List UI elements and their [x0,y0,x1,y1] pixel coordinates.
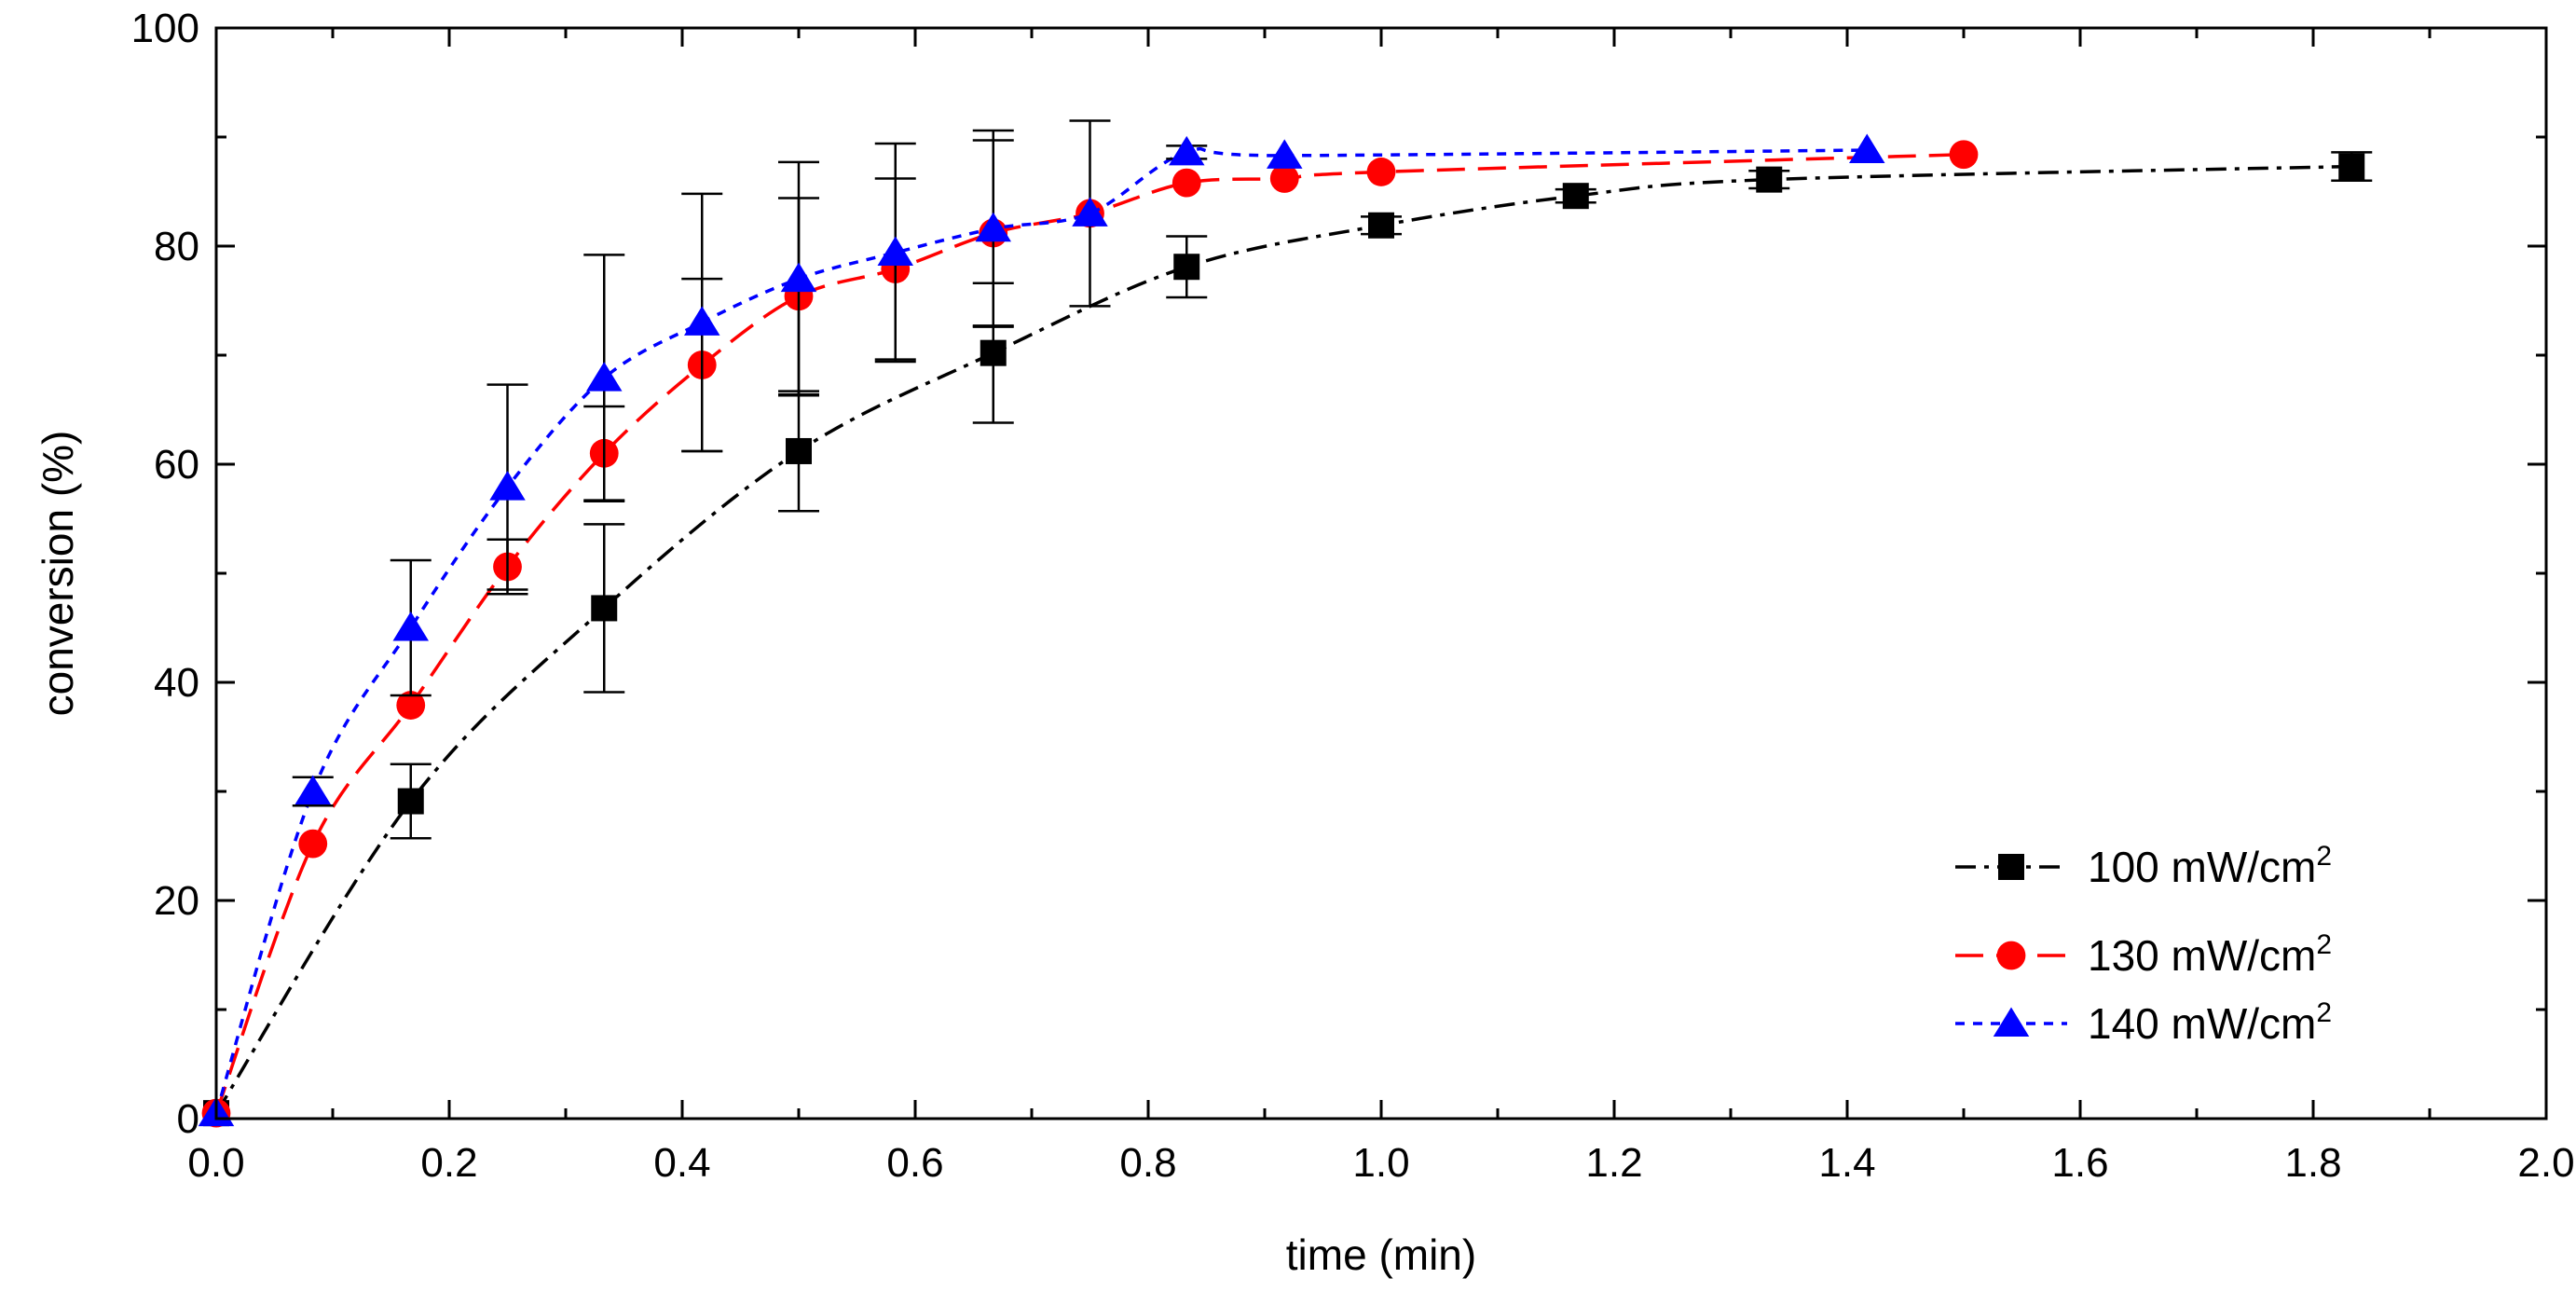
data-point [684,306,720,336]
data-point [975,212,1011,242]
x-tick-label: 0.6 [886,1140,943,1186]
data-point [397,788,424,815]
legend-item-3: 140 mW/cm2 [1955,997,2332,1048]
data-point [786,437,812,464]
legend-marker [1993,1007,2030,1037]
series-2 [201,139,1979,1128]
y-tick-label: 100 [131,6,199,51]
data-point [396,691,426,720]
data-point [295,775,331,804]
data-point [489,471,526,501]
data-point [2338,153,2365,180]
data-point [1368,212,1394,239]
x-tick-label: 1.4 [1818,1140,1875,1186]
data-point [392,612,429,641]
x-tick-label: 1.8 [2284,1140,2341,1186]
x-tick-label: 0.4 [653,1140,710,1186]
data-point [1172,168,1201,198]
x-tick-label: 0.0 [187,1140,244,1186]
y-tick-label: 40 [154,660,199,706]
data-point [1562,183,1589,210]
data-point [1849,133,1885,164]
x-tick-label: 1.0 [1352,1140,1409,1186]
data-point [1949,140,1979,170]
y-tick-label: 20 [154,878,199,924]
x-tick-label: 0.8 [1119,1140,1176,1186]
data-point [1169,135,1205,166]
data-point [1756,166,1783,193]
y-tick-label: 0 [177,1096,199,1142]
data-point [877,236,913,267]
y-tick-label: 80 [154,224,199,269]
legend-marker [1998,854,2024,880]
y-tick-label: 60 [154,442,199,488]
legend-label: 140 mW/cm2 [2088,997,2332,1048]
data-point [586,362,623,392]
x-tick-label: 1.2 [1585,1140,1642,1186]
data-point [1366,158,1396,186]
data-point [1269,164,1299,193]
legend-label: 100 mW/cm2 [2088,841,2332,891]
x-tick-label: 2.0 [2517,1140,2574,1186]
data-point [298,829,328,859]
data-point [1267,139,1303,169]
data-point [1173,254,1200,281]
x-axis-title: time (min) [1286,1230,1476,1279]
y-axis-title: conversion (%) [34,431,82,717]
x-tick-label: 1.6 [2051,1140,2108,1186]
series-3 [198,119,1885,1127]
legend-label: 130 mW/cm2 [2088,929,2332,980]
legend-marker [1996,941,2026,970]
data-point [980,339,1007,366]
data-point [1072,197,1108,227]
legend: 100 mW/cm2 130 mW/cm2 140 mW/cm2 [1955,841,2332,1048]
data-point [591,595,618,622]
data-point [780,262,817,293]
legend-item-2: 130 mW/cm2 [1955,929,2332,980]
x-tick-label: 0.2 [420,1140,477,1186]
legend-item-1: 100 mW/cm2 [1955,841,2332,891]
series-line [214,152,1965,1114]
